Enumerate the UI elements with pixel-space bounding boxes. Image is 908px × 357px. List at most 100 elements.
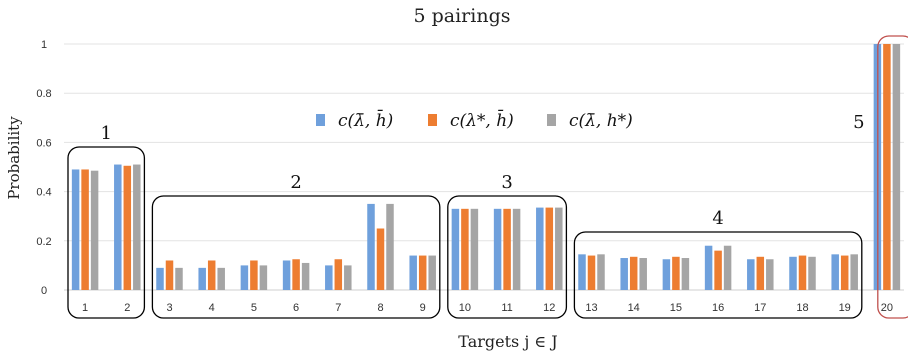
y-tick-label: 0.6 [36,137,51,149]
bar [662,259,671,290]
bar [451,208,460,290]
bar [367,203,375,290]
group-label: 1 [100,123,111,144]
bar [714,250,722,290]
legend-swatch [428,114,437,126]
y-tick-label: 0.8 [36,88,51,100]
legend-label: c(λ*, h̄) [450,108,514,131]
bar [536,207,544,290]
x-tick-label: 19 [839,302,851,314]
bar [629,256,638,290]
bar [840,255,849,290]
x-tick-label: 3 [166,302,172,314]
chart-title: 5 pairings [413,5,510,27]
bar [831,254,839,290]
y-tick-label: 0 [41,285,47,297]
bar [883,44,891,290]
bar [217,267,225,290]
bar [620,258,628,290]
legend-label: c(λ̄, h̄) [338,108,393,131]
bar [123,165,132,290]
bar [766,259,774,290]
legend-swatch [547,114,556,126]
y-tick-label: 0.2 [36,236,51,248]
bar [428,255,436,290]
x-tick-label: 16 [712,302,724,314]
group-label: 2 [290,172,301,193]
bar [71,169,80,290]
bar [892,44,901,290]
x-axis-ticks: 1 2 3 4 5 6 7 8 9 10 11 12 13 14 15 16 17 18 19 20 [82,302,893,314]
x-tick-label: 4 [209,302,215,314]
bar [503,208,511,290]
bar [704,245,713,290]
x-tick-label: 14 [628,302,640,314]
group-label: 4 [712,208,723,229]
bar [747,259,755,290]
bar [198,267,206,290]
bar [165,260,174,290]
bar [207,260,216,290]
bar [587,255,596,290]
bar [681,258,690,290]
bar [461,208,469,290]
group-boxes: 12 345 [67,35,908,319]
group-label: 3 [501,172,512,193]
group-box [573,231,863,319]
group-box [151,195,441,319]
bar [418,255,427,290]
x-tick-label: 11 [501,302,512,314]
bar [344,265,352,290]
legend-label: c(λ̄, h*) [569,111,633,131]
bar [756,256,765,290]
x-tick-label: 6 [293,302,299,314]
x-tick-label: 12 [543,302,555,314]
x-tick-label: 10 [459,302,471,314]
group-box [447,195,568,319]
bar [555,207,563,290]
bar [376,228,385,290]
bar [250,260,258,290]
x-tick-label: 8 [377,302,383,314]
bar [493,208,502,290]
bar [156,267,164,290]
x-tick-label: 18 [796,302,808,314]
y-tick-label: 0.4 [36,187,51,199]
x-tick-label: 5 [251,302,257,314]
x-tick-label: 20 [881,302,893,314]
legend: c(λ̄, h̄) c(λ*, h̄) c(λ̄, h*) [316,108,633,131]
x-tick-label: 17 [754,302,766,314]
group-box [67,146,146,319]
bar [789,256,797,290]
bar [808,256,816,290]
bar [133,164,141,290]
x-tick-label: 13 [585,302,597,314]
bar [301,262,310,290]
bar [114,164,122,290]
legend-swatch [316,114,325,126]
bar [325,265,333,290]
bar [545,207,554,290]
bar [470,208,479,290]
bar [259,265,268,290]
y-tick-label: 1 [41,39,47,51]
x-tick-label: 2 [124,302,130,314]
bar [512,208,521,290]
bar [409,255,417,290]
x-tick-label: 15 [670,302,682,314]
bar [578,254,586,290]
bar [672,256,680,290]
group-box [877,35,908,319]
x-tick-label: 1 [82,302,88,314]
x-tick-label: 9 [420,302,426,314]
bar [90,170,99,290]
y-axis-ticks: 0 0.2 0.4 0.6 0.8 1 [36,39,51,297]
bar [81,169,89,290]
bar [639,258,647,290]
bar [282,260,291,290]
bar [850,254,858,290]
bar [240,265,249,290]
bar [292,259,300,290]
group-label: 5 [853,112,864,133]
